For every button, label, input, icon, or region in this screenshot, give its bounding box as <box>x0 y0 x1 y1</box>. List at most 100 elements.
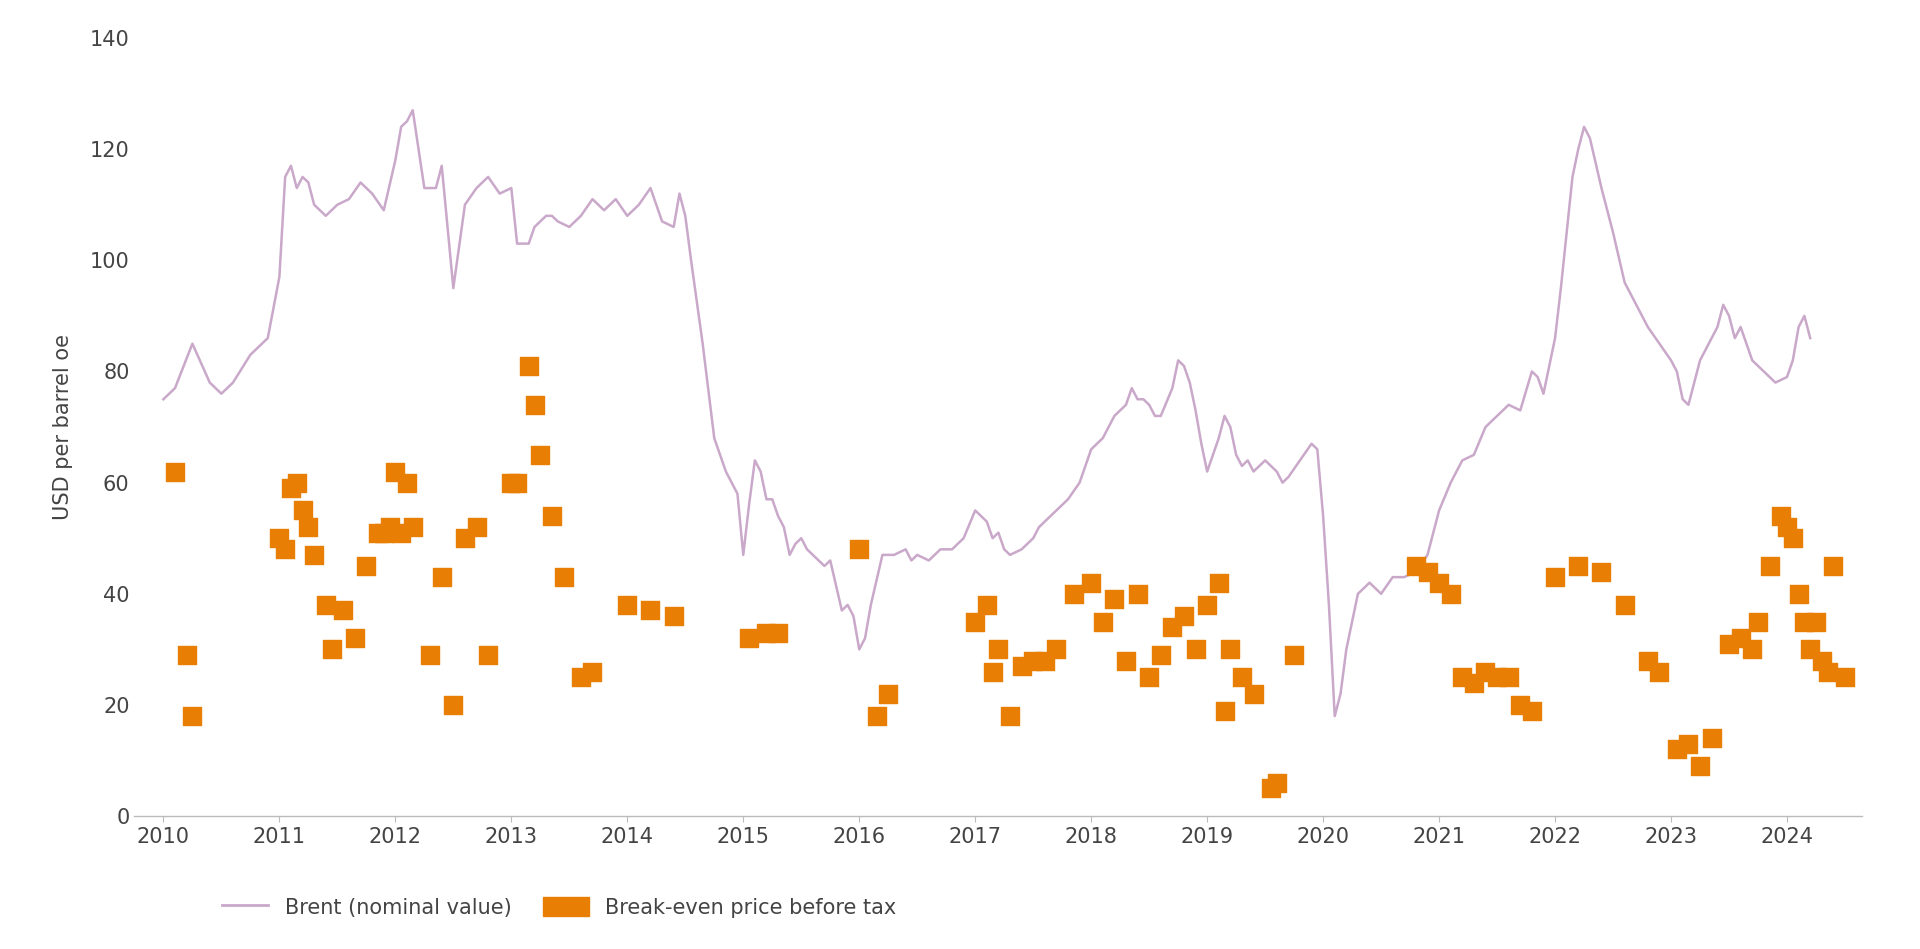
Point <box>1766 509 1797 524</box>
Point <box>874 686 904 701</box>
Point <box>1778 530 1809 546</box>
Point <box>1121 586 1152 602</box>
Point <box>762 625 793 641</box>
Point <box>1540 569 1571 585</box>
Point <box>1181 642 1212 657</box>
Point <box>282 475 313 491</box>
Point <box>1661 742 1692 757</box>
Point <box>271 542 301 557</box>
Point <box>177 709 207 724</box>
Point <box>426 569 457 585</box>
Point <box>1738 642 1768 657</box>
Point <box>1425 575 1455 590</box>
Point <box>1279 647 1309 662</box>
Point <box>1075 575 1106 590</box>
Point <box>636 603 666 618</box>
Point <box>1726 631 1757 646</box>
Point <box>449 530 480 546</box>
Legend: Brent (nominal value), Break-even price before tax: Brent (nominal value), Break-even price … <box>213 889 904 926</box>
Point <box>311 597 342 612</box>
Point <box>977 664 1008 679</box>
Point <box>1256 781 1286 796</box>
Point <box>1586 564 1617 579</box>
Point <box>386 525 417 540</box>
Point <box>1795 642 1826 657</box>
Point <box>995 709 1025 724</box>
Point <box>495 475 526 491</box>
Point <box>513 359 543 374</box>
Point <box>1812 664 1843 679</box>
Point <box>1644 664 1674 679</box>
Point <box>438 698 468 713</box>
Point <box>1632 653 1663 668</box>
Point <box>369 525 399 540</box>
Point <box>960 614 991 629</box>
Point <box>733 631 764 646</box>
Point <box>380 464 411 479</box>
Point <box>1018 653 1048 668</box>
Point <box>1772 519 1803 534</box>
Point <box>1006 659 1037 674</box>
Point <box>472 647 503 662</box>
Point <box>862 709 893 724</box>
Y-axis label: USD per barrel oe: USD per barrel oe <box>54 334 73 520</box>
Point <box>1041 642 1071 657</box>
Point <box>1158 620 1188 635</box>
Point <box>415 647 445 662</box>
Point <box>1029 653 1060 668</box>
Point <box>518 398 549 413</box>
Point <box>1192 597 1223 612</box>
Point <box>363 525 394 540</box>
Point <box>1400 558 1430 573</box>
Point <box>171 647 202 662</box>
Point <box>1505 698 1536 713</box>
Point <box>328 603 359 618</box>
Point <box>983 642 1014 657</box>
Point <box>501 475 532 491</box>
Point <box>1238 686 1269 701</box>
Point <box>1695 731 1726 746</box>
Point <box>1517 703 1548 718</box>
Point <box>1459 675 1490 690</box>
Point <box>1818 558 1849 573</box>
Point <box>1482 670 1513 685</box>
Point <box>1684 758 1715 773</box>
Point <box>1227 670 1258 685</box>
Point <box>566 670 597 685</box>
Point <box>294 519 324 534</box>
Point <box>1204 575 1235 590</box>
Point <box>1743 614 1774 629</box>
Point <box>547 569 578 585</box>
Point <box>1448 670 1478 685</box>
Point <box>276 480 307 495</box>
Point <box>265 530 296 546</box>
Point <box>578 664 609 679</box>
Point <box>751 625 781 641</box>
Point <box>1609 597 1640 612</box>
Point <box>1471 664 1501 679</box>
Point <box>1715 636 1745 651</box>
Point <box>1261 775 1292 791</box>
Point <box>1210 703 1240 718</box>
Point <box>1807 653 1837 668</box>
Point <box>536 509 566 524</box>
Point <box>317 642 348 657</box>
Point <box>1784 586 1814 602</box>
Point <box>340 631 371 646</box>
Point <box>1494 670 1524 685</box>
Point <box>972 597 1002 612</box>
Point <box>1672 736 1703 752</box>
Point <box>461 519 492 534</box>
Point <box>1215 642 1246 657</box>
Point <box>1755 558 1786 573</box>
Point <box>1110 653 1140 668</box>
Point <box>1169 608 1200 623</box>
Point <box>374 519 405 534</box>
Point <box>1146 647 1177 662</box>
Point <box>1563 558 1594 573</box>
Point <box>1830 670 1860 685</box>
Point <box>1411 564 1442 579</box>
Point <box>300 548 330 563</box>
Point <box>1801 614 1832 629</box>
Point <box>397 519 428 534</box>
